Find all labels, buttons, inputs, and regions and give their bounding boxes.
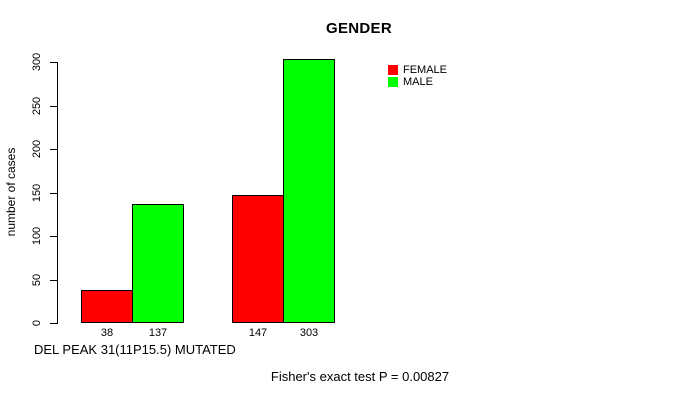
y-tick-label: 150: [31, 183, 43, 203]
legend-item-male: MALE: [388, 76, 447, 88]
y-tick-mark: [50, 236, 57, 237]
y-tick-mark: [50, 106, 57, 107]
legend: FEMALE MALE: [388, 65, 447, 89]
y-tick-mark: [50, 193, 57, 194]
x-axis-label: DEL PEAK 31(11P15.5) MUTATED: [34, 342, 236, 357]
y-tick-label: 100: [31, 226, 43, 246]
bar-female-group1: [81, 290, 133, 323]
y-tick-label: 300: [31, 52, 43, 72]
legend-swatch-female: [388, 65, 398, 75]
y-tick-mark: [50, 149, 57, 150]
bar-value-label: 137: [148, 327, 168, 339]
legend-label: FEMALE: [403, 64, 448, 76]
chart-title: GENDER: [326, 20, 392, 37]
bar-male-group1: [132, 204, 184, 323]
y-tick-label: 50: [31, 273, 43, 287]
bar-female-group2: [232, 195, 284, 323]
legend-label: MALE: [403, 76, 433, 88]
y-tick-label: 0: [31, 319, 43, 327]
y-tick-mark: [50, 62, 57, 63]
annotation-fisher-test: Fisher's exact test P = 0.00827: [270, 369, 450, 384]
legend-item-female: FEMALE: [388, 64, 448, 76]
bar-male-group2: [283, 59, 335, 323]
y-tick-label: 250: [31, 96, 43, 116]
y-tick-mark: [50, 280, 57, 281]
y-tick-mark: [50, 323, 57, 324]
y-axis-line: [57, 62, 58, 324]
bar-value-label: 38: [100, 327, 114, 339]
bar-value-label: 303: [299, 327, 319, 339]
legend-swatch-male: [388, 77, 398, 87]
y-tick-label: 200: [31, 139, 43, 159]
bar-value-label: 147: [248, 327, 268, 339]
y-axis-label: number of cases: [4, 147, 18, 237]
